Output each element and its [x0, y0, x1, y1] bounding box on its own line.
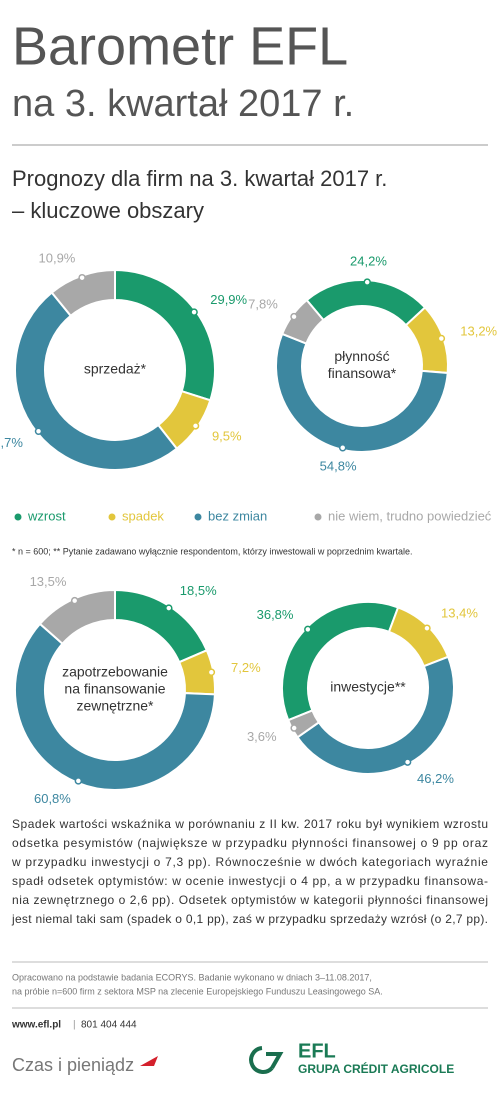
donut-segment [14, 622, 216, 791]
center-label: zewnętrzne* [76, 698, 154, 714]
separator: | [73, 1020, 76, 1031]
body-line: nia zewnętrznego o 2,6 pp). Odsetek opty… [12, 893, 488, 907]
donut-segment [114, 588, 209, 664]
heading: Prognozy dla firm na 3. kwartał 2017 r. [12, 166, 387, 191]
subtitle: na 3. kwartał 2017 r. [12, 83, 354, 125]
body-line: Spadek wartości wskaźnika w porównaniu z… [12, 817, 488, 831]
donut-segment [14, 291, 179, 471]
value-label: 9,5% [212, 429, 242, 444]
label-dot [165, 604, 173, 612]
value-label: 3,6% [247, 729, 277, 744]
source: na próbie n=600 firm z sektora MSP na zl… [12, 986, 383, 996]
legend-dot [108, 513, 116, 521]
value-label: 49,7% [0, 435, 23, 450]
value-label: 24,2% [350, 254, 387, 269]
donut-segment [281, 601, 400, 722]
legend-dot [14, 513, 22, 521]
label-dot [34, 427, 43, 436]
value-label: 36,8% [257, 607, 294, 622]
label-dot [70, 596, 79, 605]
center-label: finansowa* [328, 365, 397, 381]
value-label: 10,9% [39, 250, 76, 265]
slogan-mark [140, 1056, 158, 1066]
footnote: * n = 600; ** Pytanie zadawano wyłącznie… [12, 546, 412, 556]
donut-segment [38, 588, 116, 646]
body-line: spadł odsetek optymistów: w ocenie inwes… [12, 874, 488, 888]
label-dot [437, 334, 446, 343]
value-label: 29,9% [210, 292, 247, 307]
center-label: płynność [334, 348, 389, 364]
body-line: odsetka pesymistów (największe w przypad… [12, 836, 488, 850]
legend-label: nie wiem, trudno powiedzieć [328, 508, 492, 523]
label-dot [191, 422, 200, 430]
value-label: 7,8% [248, 296, 278, 311]
label-dot [74, 777, 83, 785]
donut-segment [280, 298, 325, 345]
label-dot [290, 724, 298, 732]
heading: – kluczowe obszary [12, 198, 204, 223]
value-label: 54,8% [320, 459, 357, 474]
label-dot [290, 312, 298, 321]
label-dot [338, 444, 347, 452]
legend-dot [314, 513, 322, 521]
label-dot [190, 308, 198, 316]
website: www.efl.pl [11, 1020, 61, 1031]
donut-segment [387, 606, 450, 668]
body-line: jest niemal taki sam (spadek o 0,1 pp), … [11, 912, 488, 926]
donut-segment [50, 268, 116, 318]
donut-segment [305, 279, 427, 327]
body-line: w przypadku inwestycji o 7,3 pp). Równoc… [11, 855, 488, 869]
brand: EFL [298, 1040, 336, 1062]
label-dot [363, 278, 371, 286]
value-label: 46,2% [417, 771, 454, 786]
value-label: 13,5% [30, 574, 67, 589]
center-label: inwestycje** [330, 679, 406, 695]
title: Barometr EFL [12, 16, 348, 76]
label-dot [78, 273, 86, 282]
center-label: sprzedaż* [84, 361, 147, 377]
donut-segment [275, 332, 449, 453]
footer-slogan: Czas i pieniądz [12, 1055, 134, 1075]
label-dot [403, 758, 412, 766]
logo-icon [249, 1046, 284, 1074]
label-dot [423, 624, 431, 632]
phone: 801 404 444 [81, 1020, 137, 1031]
label-dot [207, 668, 216, 676]
center-label: zapotrzebowanie [62, 664, 168, 680]
value-label: 60,8% [34, 791, 71, 806]
value-label: 13,4% [441, 605, 478, 620]
center-label: na finansowanie [64, 681, 165, 697]
value-label: 13,2% [460, 323, 497, 338]
donut-segment [114, 268, 216, 402]
donut-segment [296, 655, 455, 775]
source: Opracowano na podstawie badania ECORYS. … [12, 972, 372, 982]
legend-label: wzrost [27, 508, 66, 523]
legend-label: bez zmian [208, 508, 267, 523]
value-label: 18,5% [180, 583, 217, 598]
value-label: 7,2% [231, 660, 261, 675]
brand-group: GRUPA CRÉDIT AGRICOLE [298, 1061, 454, 1076]
legend-dot [194, 513, 202, 521]
label-dot [304, 625, 312, 634]
legend-label: spadek [122, 508, 164, 523]
